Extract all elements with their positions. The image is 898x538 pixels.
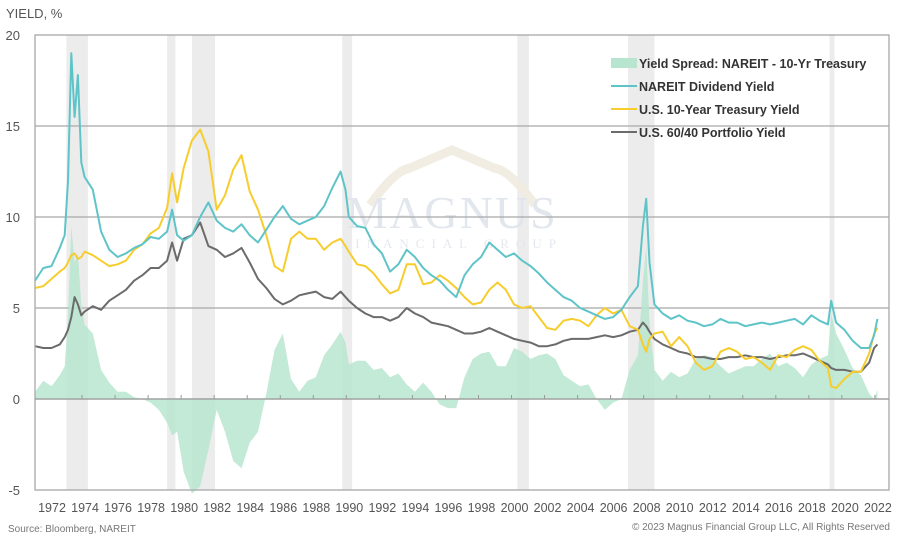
x-tick-label: 2006 <box>600 501 628 515</box>
y-tick-label: 5 <box>13 301 20 316</box>
y-tick-label: 10 <box>6 210 20 225</box>
x-tick-label: 1996 <box>435 501 463 515</box>
recession-band <box>342 35 353 490</box>
series-line-nareit <box>34 52 879 349</box>
x-tick-label: 1994 <box>401 501 429 515</box>
watermark-brand: MAGNUS <box>346 187 557 238</box>
legend: Yield Spread: NAREIT - 10-Yr Treasury NAR… <box>611 57 866 140</box>
plot-frame <box>34 34 890 491</box>
recession-band <box>517 35 529 490</box>
x-tick-label: 2002 <box>534 501 562 515</box>
recession-band <box>191 35 216 490</box>
x-tick-label: 1974 <box>71 501 99 515</box>
x-tick-label: 1990 <box>335 501 363 515</box>
legend-label: U.S. 60/40 Portfolio Yield <box>639 126 786 140</box>
x-tick-label: 1998 <box>468 501 496 515</box>
x-tick-label: 1992 <box>368 501 396 515</box>
x-tick-label: 2000 <box>501 501 529 515</box>
x-tick-label: 1988 <box>302 501 330 515</box>
watermark-subtitle: FINANCIAL GROUP <box>341 236 563 251</box>
source-note: Source: Bloomberg, NAREIT <box>8 524 136 535</box>
series-line-10yr-treasury <box>34 128 879 390</box>
legend-label: NAREIT Dividend Yield <box>639 80 774 94</box>
legend-label: U.S. 10-Year Treasury Yield <box>639 103 800 117</box>
y-tick-labels: 20 15 10 5 0 -5 <box>6 28 20 498</box>
legend-swatch-area <box>611 58 637 68</box>
spread-area-layer <box>35 226 878 494</box>
x-tick-label: 2016 <box>765 501 793 515</box>
recession-band <box>829 35 835 490</box>
x-tick-label: 1978 <box>137 501 165 515</box>
x-tick-label: 1976 <box>104 501 132 515</box>
x-tick-labels: 1972 1974 1976 1978 1980 1982 1984 1986 1988 1990… <box>38 501 892 515</box>
x-tick-label: 1982 <box>203 501 231 515</box>
series-lines-layer <box>34 52 879 390</box>
y-tick-label: 20 <box>6 28 20 43</box>
x-tick-label: 2008 <box>633 501 661 515</box>
x-tick-label: 1984 <box>236 501 264 515</box>
series-line-6040-portfolio <box>34 221 879 373</box>
x-tick-label: 2014 <box>732 501 760 515</box>
y-axis-title: YIELD, % <box>6 6 63 21</box>
y-tick-label: 0 <box>13 392 20 407</box>
x-tick-label: 1972 <box>38 501 66 515</box>
x-tick-label: 1980 <box>170 501 198 515</box>
x-tick-label: 2010 <box>666 501 694 515</box>
x-tick-label: 2004 <box>567 501 595 515</box>
recession-band <box>167 35 176 490</box>
watermark-crest-icon <box>366 145 539 208</box>
y-tick-label: 15 <box>6 119 20 134</box>
copyright-note: © 2023 Magnus Financial Group LLC, All R… <box>632 522 890 533</box>
x-tick-label: 2012 <box>699 501 727 515</box>
x-tick-label: 2020 <box>831 501 859 515</box>
x-tick-label: 2018 <box>798 501 826 515</box>
series-area-yield-spread <box>35 226 878 494</box>
axes <box>34 34 890 491</box>
legend-label: Yield Spread: NAREIT - 10-Yr Treasury <box>639 57 866 71</box>
x-tick-label: 2022 <box>864 501 892 515</box>
y-tick-label: -5 <box>8 483 20 498</box>
watermark: MAGNUS FINANCIAL GROUP <box>341 145 563 251</box>
x-tick-label: 1986 <box>269 501 297 515</box>
